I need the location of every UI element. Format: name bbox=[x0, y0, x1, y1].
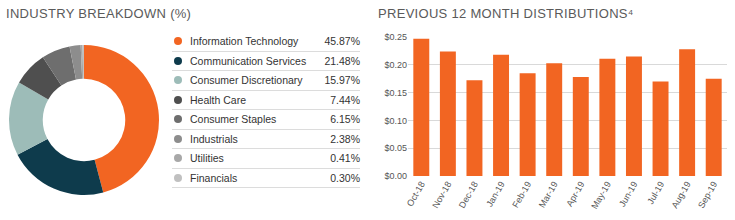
svg-text:Mar-19: Mar-19 bbox=[537, 180, 560, 210]
html-text:0.30%: 0.30% bbox=[330, 171, 360, 184]
svg-text:Jun-19: Jun-19 bbox=[617, 180, 639, 209]
html-text:Utilities: Utilities bbox=[190, 152, 224, 165]
html-text:Consumer Staples: Consumer Staples bbox=[190, 113, 277, 126]
svg-text:Dec-18: Dec-18 bbox=[457, 180, 480, 210]
html-text:2.38%: 2.38% bbox=[330, 132, 360, 145]
svg-text:Jul-19: Jul-19 bbox=[645, 180, 666, 206]
html-text:21.48%: 21.48% bbox=[324, 54, 360, 67]
html-text:PREVIOUS 12 MONTH DISTRIBUTION: PREVIOUS 12 MONTH DISTRIBUTIONS⁴ bbox=[378, 6, 634, 21]
svg-text:May-19: May-19 bbox=[589, 180, 613, 211]
svg-text:Nov-18: Nov-18 bbox=[430, 180, 453, 210]
svg-text:Oct-18: Oct-18 bbox=[405, 180, 427, 208]
svg-text:$0.20: $0.20 bbox=[384, 60, 407, 70]
svg-text:Sep-19: Sep-19 bbox=[696, 180, 719, 210]
html-text:INDUSTRY BREAKDOWN (%): INDUSTRY BREAKDOWN (%) bbox=[6, 6, 192, 21]
svg-text:$0.10: $0.10 bbox=[384, 116, 407, 126]
svg-text:Feb-19: Feb-19 bbox=[510, 180, 533, 210]
html-text:Information Technology: Information Technology bbox=[190, 35, 299, 48]
html-text:Consumer Discretionary: Consumer Discretionary bbox=[190, 74, 303, 87]
svg-text:Apr-19: Apr-19 bbox=[564, 180, 586, 208]
html-text:Financials: Financials bbox=[190, 171, 238, 184]
html-text:Industrials: Industrials bbox=[190, 132, 238, 145]
html-text:Health Care: Health Care bbox=[190, 93, 246, 106]
html-text:0.41%: 0.41% bbox=[330, 152, 360, 165]
html-text:15.97%: 15.97% bbox=[324, 74, 360, 87]
html-text:45.87%: 45.87% bbox=[324, 35, 360, 48]
svg-text:Jan-19: Jan-19 bbox=[484, 180, 506, 209]
svg-text:$0.05: $0.05 bbox=[384, 143, 407, 153]
svg-text:$0.00: $0.00 bbox=[384, 171, 407, 181]
html-text:6.15%: 6.15% bbox=[330, 113, 360, 126]
svg-text:Aug-19: Aug-19 bbox=[670, 180, 693, 210]
html-text:Communication Services: Communication Services bbox=[190, 54, 307, 67]
svg-text:$0.15: $0.15 bbox=[384, 88, 407, 98]
html-text:7.44%: 7.44% bbox=[330, 93, 360, 106]
svg-text:$0.25: $0.25 bbox=[384, 32, 407, 42]
